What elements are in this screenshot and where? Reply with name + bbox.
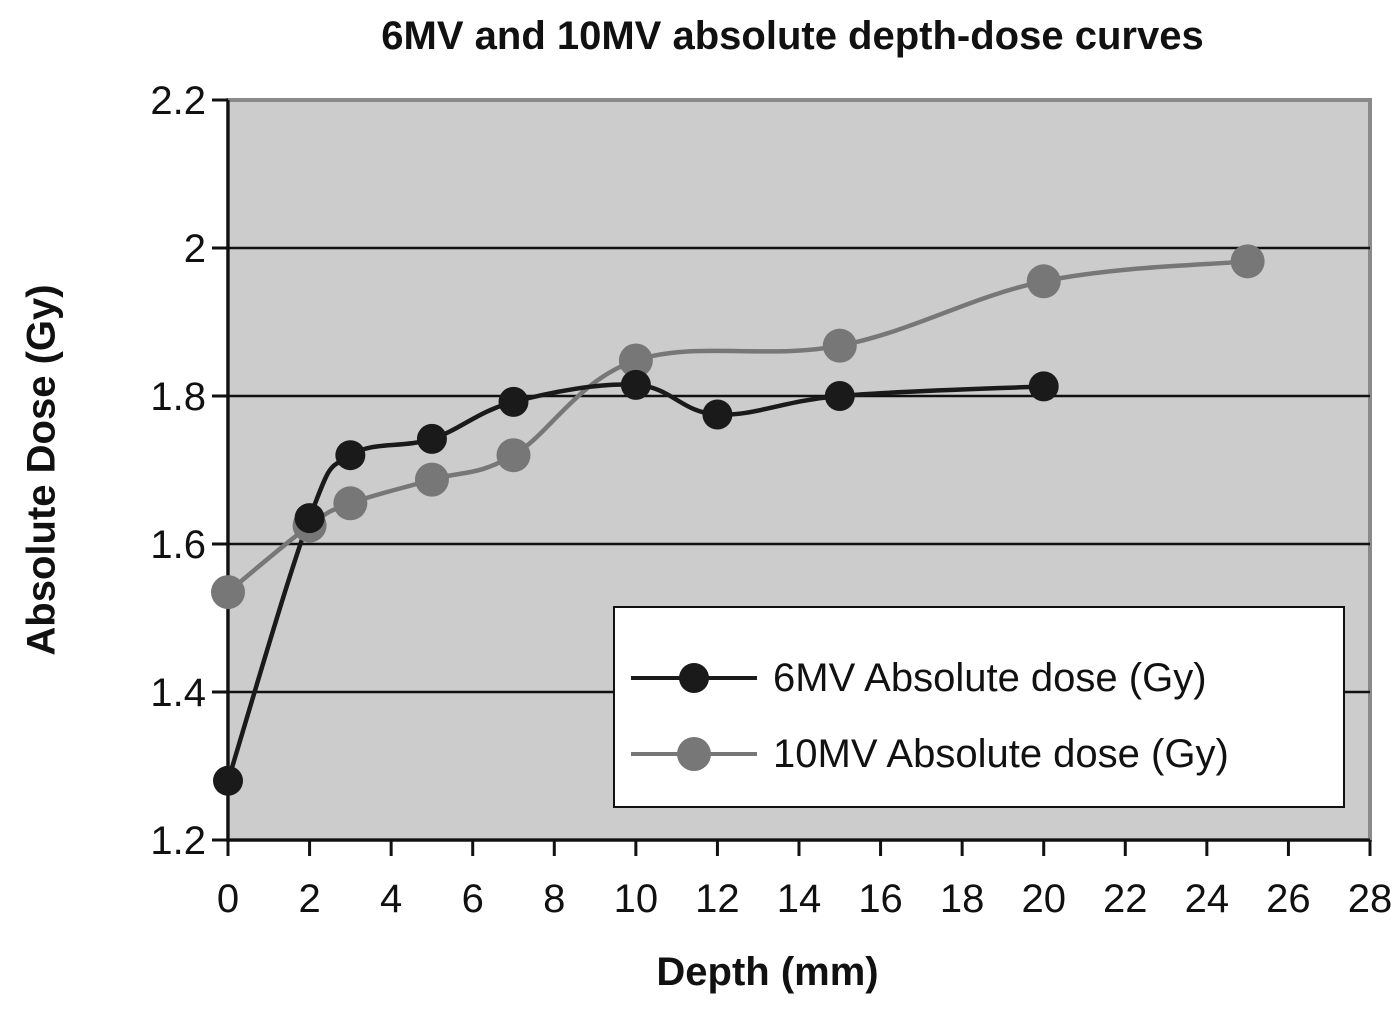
- data-point-6mv: [824, 381, 855, 411]
- data-point-6mv: [620, 369, 651, 400]
- data-point-10mv: [414, 462, 449, 497]
- data-point-10mv: [1026, 264, 1061, 299]
- y-tick-label: 1.8: [150, 375, 206, 419]
- x-tick-label: 6: [462, 877, 484, 921]
- legend: 6MV Absolute dose (Gy) 10MV Absolute dos…: [613, 606, 1345, 808]
- data-point-6mv: [416, 423, 447, 454]
- legend-swatch-6mv: [631, 648, 757, 708]
- y-tick-label: 2: [184, 227, 206, 271]
- y-tick-label: 1.2: [150, 819, 206, 863]
- x-tick-label: 4: [380, 877, 402, 921]
- data-point-6mv: [498, 386, 529, 417]
- legend-item-10mv: 10MV Absolute dose (Gy): [615, 724, 1229, 784]
- x-tick-label: 22: [1103, 877, 1148, 921]
- x-tick-label: 20: [1021, 877, 1066, 921]
- x-tick-label: 16: [858, 877, 903, 921]
- x-tick-label: 28: [1348, 877, 1393, 921]
- legend-label-10mv: 10MV Absolute dose (Gy): [773, 731, 1229, 776]
- y-tick-label: 1.4: [150, 671, 206, 715]
- y-tick-label: 2.2: [150, 79, 206, 123]
- x-tick-label: 12: [695, 877, 740, 921]
- chart-title: 6MV and 10MV absolute depth-dose curves: [381, 14, 1204, 58]
- data-point-10mv: [618, 343, 653, 378]
- data-point-10mv: [822, 328, 857, 363]
- x-tick-label: 18: [940, 877, 985, 921]
- data-point-10mv: [496, 438, 531, 473]
- x-tick-label: 26: [1266, 877, 1311, 921]
- data-point-10mv: [333, 486, 368, 521]
- x-axis-label: Depth (mm): [656, 950, 879, 994]
- x-tick-label: 2: [298, 877, 320, 921]
- data-point-6mv: [702, 399, 733, 430]
- y-tick-label: 1.6: [150, 523, 206, 567]
- data-point-6mv: [294, 503, 325, 534]
- x-tick-label: 8: [543, 877, 565, 921]
- x-tick-label: 14: [777, 877, 822, 921]
- x-tick-label: 24: [1185, 877, 1230, 921]
- data-point-6mv: [213, 765, 243, 796]
- legend-label-6mv: 6MV Absolute dose (Gy): [773, 655, 1207, 700]
- data-point-10mv: [211, 575, 245, 610]
- legend-item-6mv: 6MV Absolute dose (Gy): [615, 648, 1207, 708]
- data-point-6mv: [335, 440, 366, 471]
- data-point-6mv: [1028, 371, 1059, 402]
- data-point-10mv: [1230, 244, 1265, 279]
- legend-swatch-10mv: [631, 724, 757, 784]
- x-tick-label: 10: [614, 877, 659, 921]
- x-tick-label: 0: [217, 877, 239, 921]
